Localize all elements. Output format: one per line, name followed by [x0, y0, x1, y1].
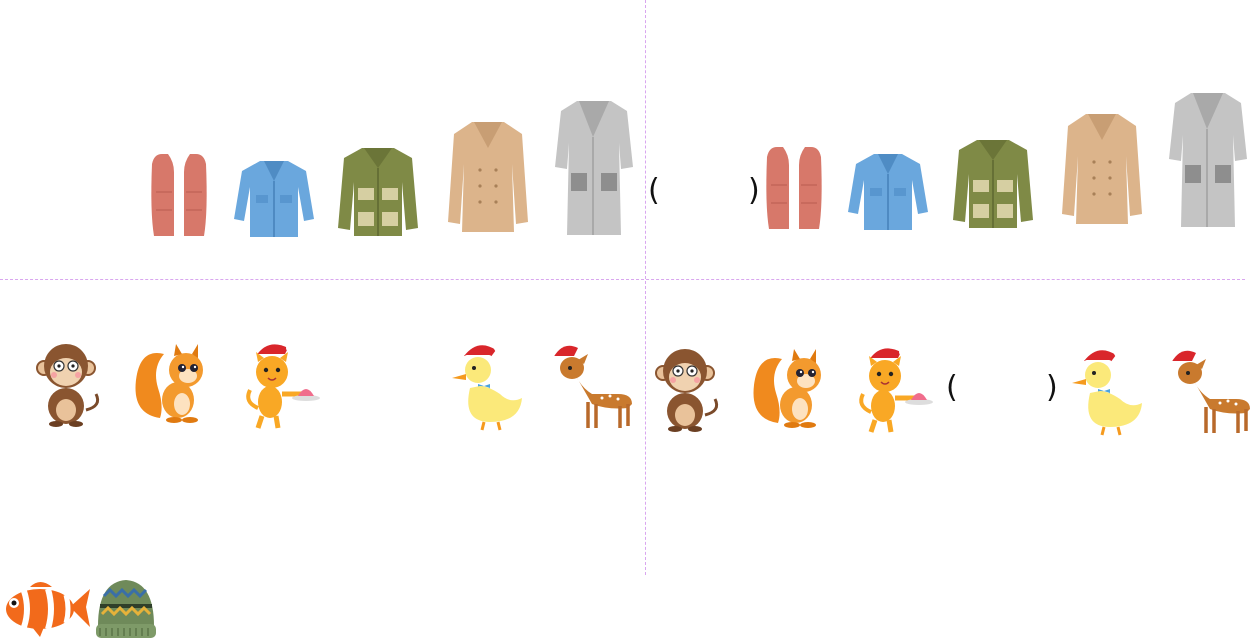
cat-with-santa-hat-icon	[242, 338, 324, 430]
clownfish-icon[interactable]	[0, 577, 92, 639]
denim-jacket-icon	[846, 150, 930, 232]
deer-with-santa-hat-icon	[548, 338, 636, 430]
clothes-blank-open: (	[648, 173, 660, 208]
duck-with-santa-hat-icon	[450, 340, 524, 432]
horizontal-divider	[0, 279, 1245, 280]
squirrel-icon	[130, 340, 208, 424]
monkey-icon	[655, 345, 721, 433]
field-jacket-icon	[336, 142, 420, 238]
long-grey-coat-icon	[1167, 89, 1249, 231]
squirrel-icon	[748, 345, 826, 429]
vest-icon	[148, 152, 210, 238]
clothes-blank-close: )	[748, 173, 760, 208]
trench-coat-icon	[446, 118, 530, 236]
trench-coat-icon	[1060, 110, 1144, 228]
denim-jacket-icon	[232, 157, 316, 239]
animals-blank-open: (	[946, 370, 958, 405]
animals-blank-close: )	[1046, 370, 1058, 405]
long-grey-coat-icon	[553, 97, 635, 239]
knit-beanie-icon[interactable]	[94, 576, 158, 640]
monkey-icon	[36, 340, 102, 428]
vest-icon	[763, 145, 825, 231]
duck-with-santa-hat-icon	[1070, 345, 1144, 437]
deer-with-santa-hat-icon	[1166, 343, 1254, 435]
cat-with-santa-hat-icon	[855, 342, 937, 434]
vertical-divider	[645, 0, 646, 575]
field-jacket-icon	[951, 134, 1035, 230]
